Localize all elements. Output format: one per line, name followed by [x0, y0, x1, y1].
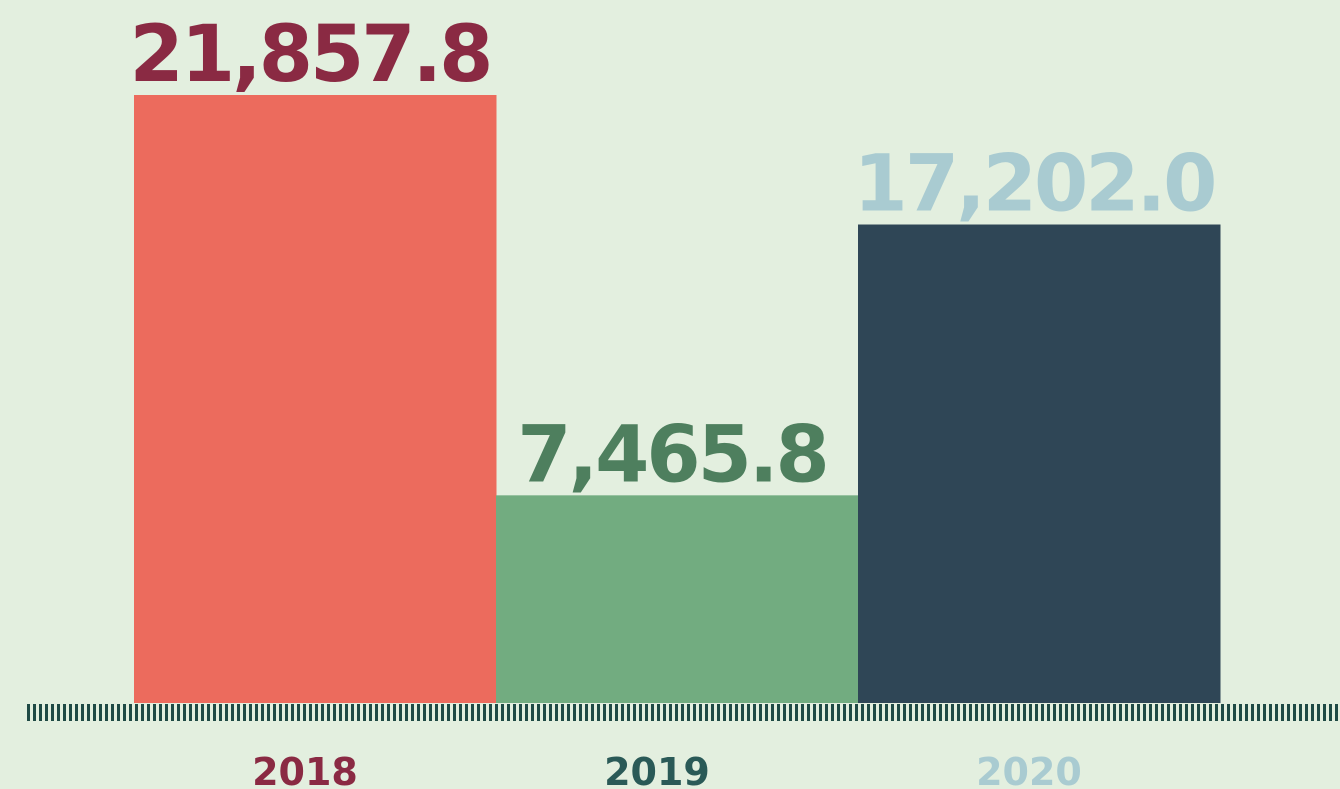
- x-tick-label: 2019: [604, 750, 710, 789]
- x-tick-label: 2018: [252, 750, 358, 789]
- value-label: 7,465.8: [517, 410, 827, 500]
- value-label: 21,857.8: [130, 10, 491, 100]
- bar: [496, 495, 859, 703]
- x-tick-label: 2020: [976, 750, 1082, 789]
- bar: [134, 95, 497, 703]
- value-label: 17,202.0: [854, 140, 1215, 230]
- bar: [858, 224, 1221, 703]
- tick-strip: [27, 704, 1340, 721]
